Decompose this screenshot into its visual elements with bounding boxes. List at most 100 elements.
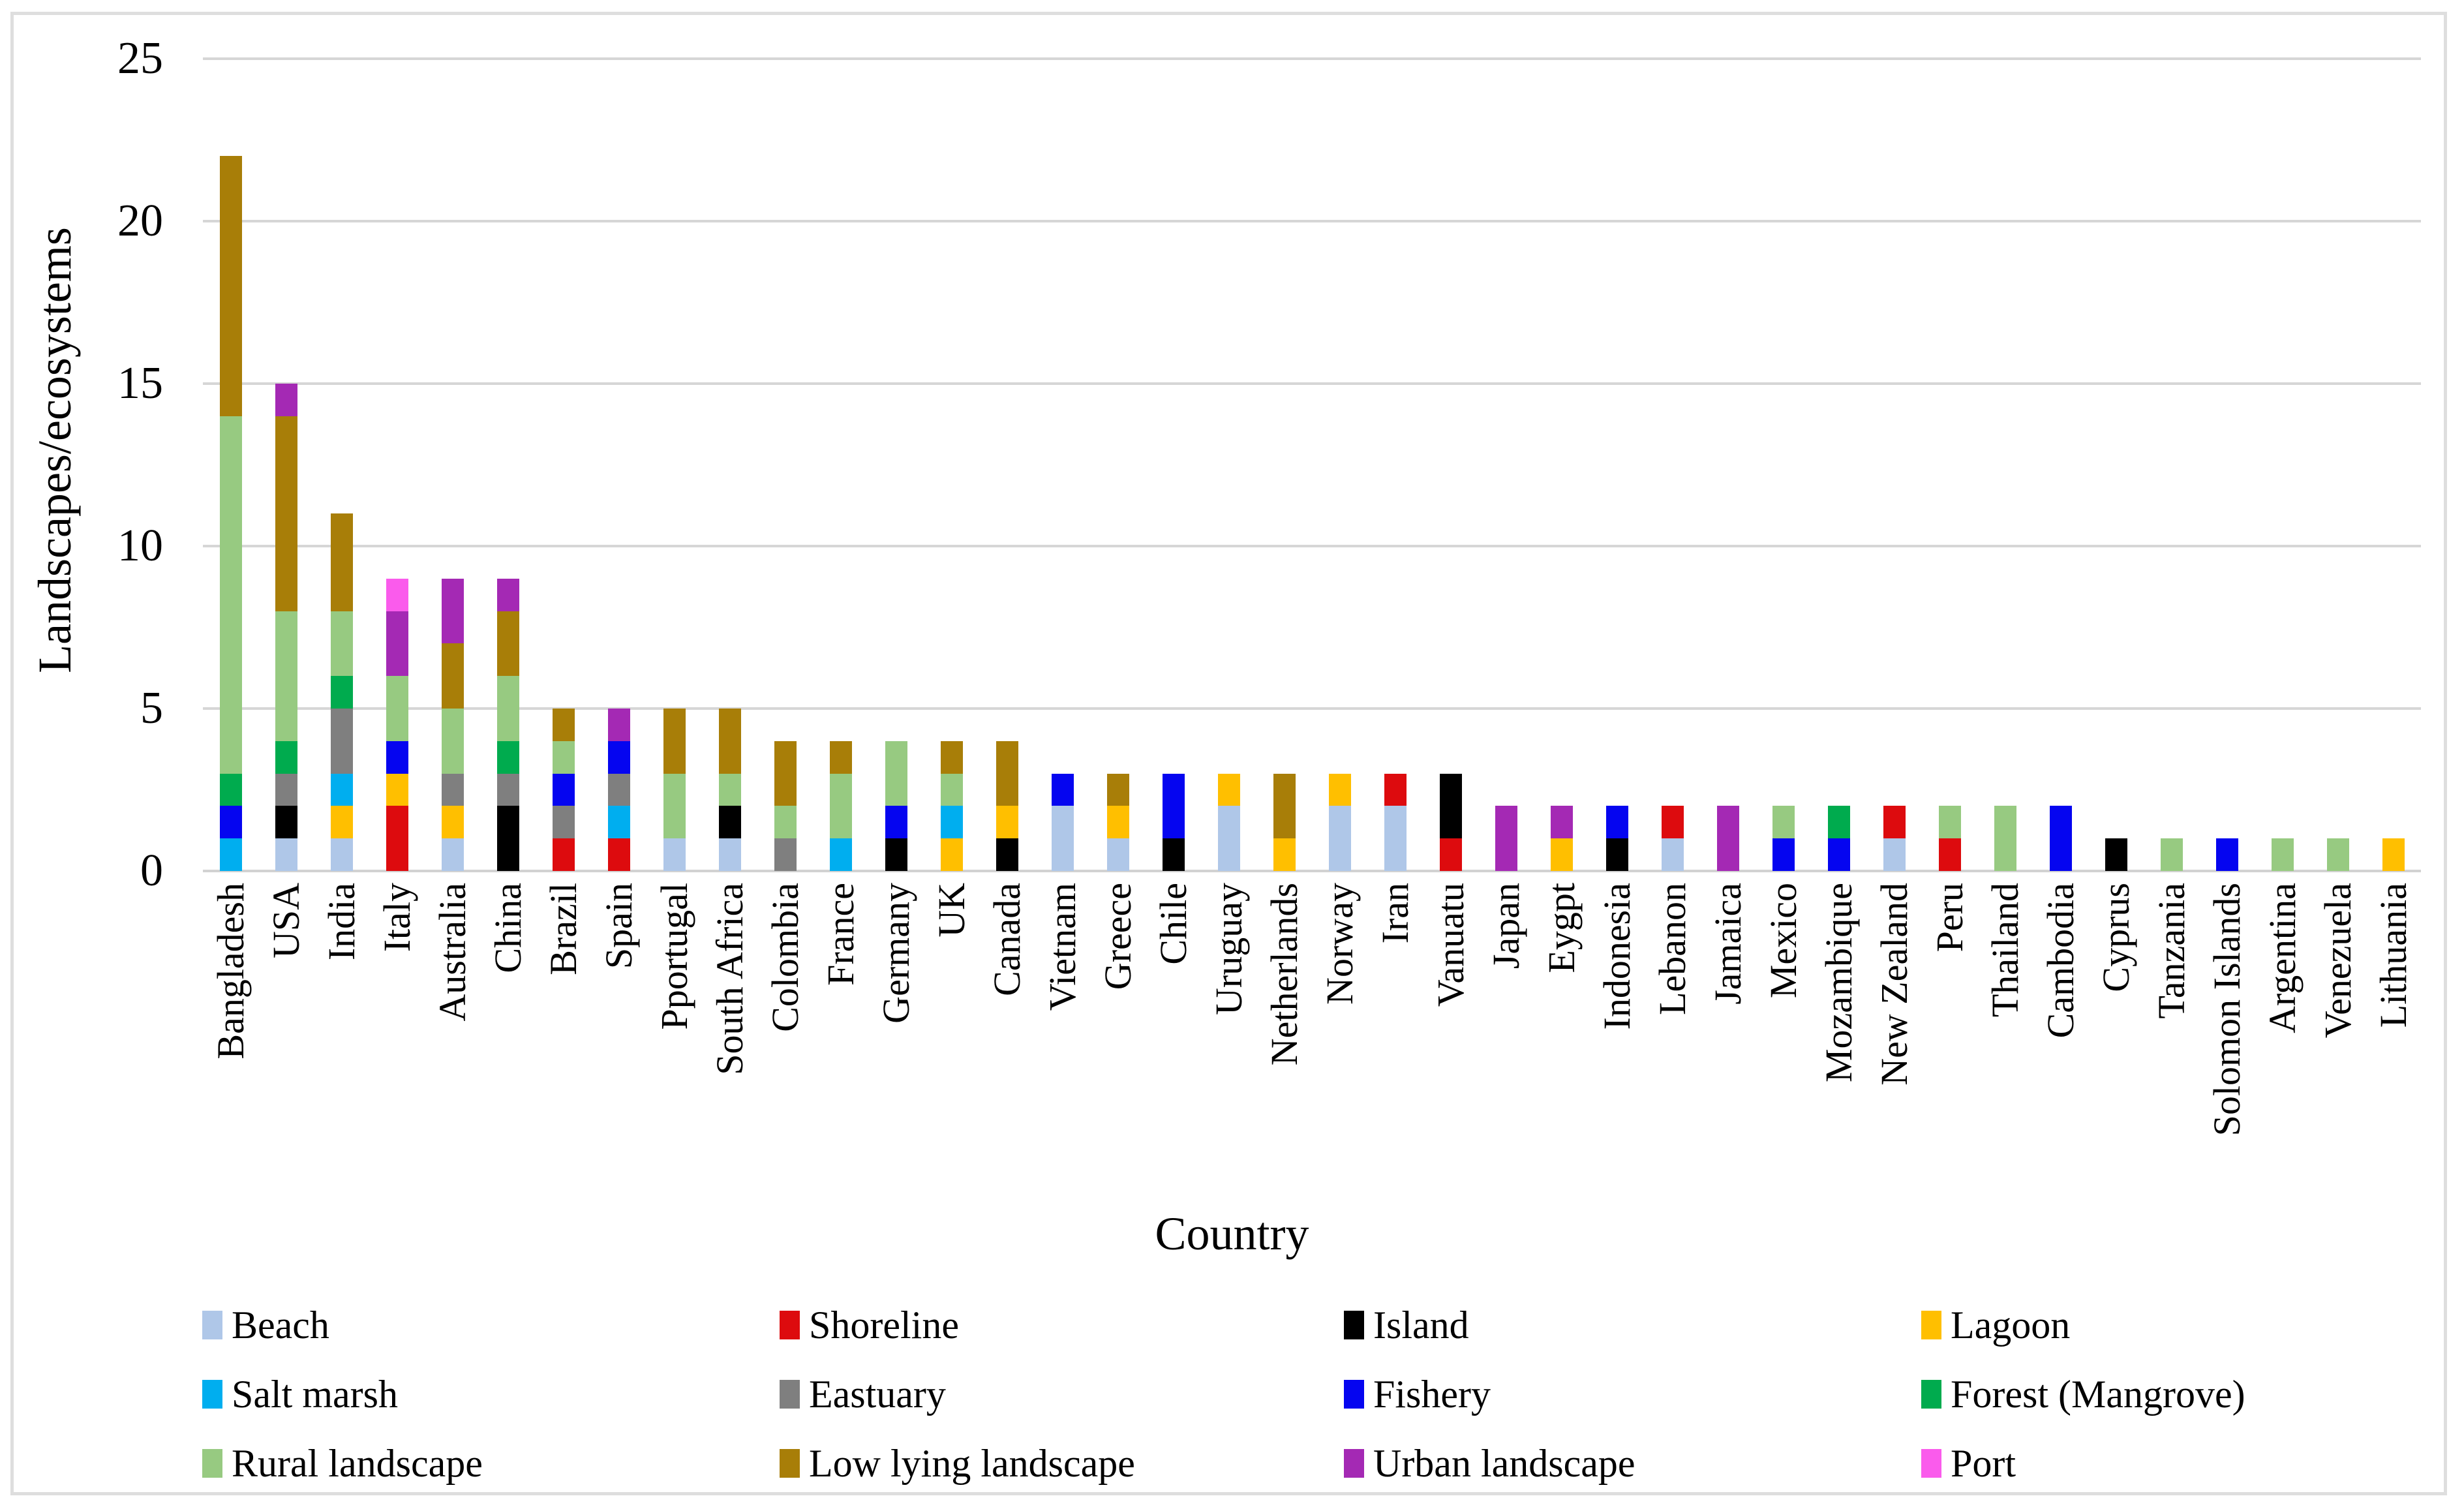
bar-jamaica: [1716, 806, 1739, 871]
bar-uruguay: [1217, 773, 1240, 871]
segment-urban: [386, 611, 408, 677]
x-label-tanzania: Tanzania: [2150, 883, 2193, 1019]
segment-island: [496, 806, 519, 871]
legend-label-forest: Forest (Mangrove): [1951, 1373, 2245, 1416]
x-label-south-africa: South Africa: [708, 883, 751, 1075]
legend-swatch-fishery: [1344, 1380, 1364, 1409]
segment-low_lying: [496, 611, 519, 677]
x-label-italy: Italy: [375, 883, 418, 953]
x-label-vanuatu: Vanuatu: [1429, 883, 1472, 1007]
segment-shoreline: [607, 838, 630, 871]
bar-france: [829, 740, 852, 871]
legend-swatch-forest: [1921, 1380, 1941, 1409]
segment-beach: [330, 838, 353, 871]
bar-tanzania: [2160, 838, 2183, 871]
x-label-lebanon: Lebanon: [1650, 883, 1694, 1015]
legend-label-shoreline: Shoreline: [809, 1304, 959, 1347]
segment-beach: [441, 838, 464, 871]
legend-label-island: Island: [1373, 1304, 1469, 1347]
segment-rural: [829, 773, 852, 839]
legend-label-estuary: Eastuary: [809, 1373, 946, 1416]
segment-fishery: [386, 740, 408, 774]
segment-rural: [1938, 806, 1961, 839]
segment-fishery: [219, 806, 242, 839]
x-label-france: France: [819, 883, 862, 986]
segment-fishery: [607, 740, 630, 774]
bar-india: [330, 513, 353, 871]
segment-low_lying: [330, 513, 353, 611]
segment-rural: [1772, 806, 1795, 839]
bar-venezuela: [2326, 838, 2349, 871]
segment-beach: [275, 838, 297, 871]
segment-rural: [552, 740, 575, 774]
x-label-lithuania: Lithuania: [2371, 883, 2414, 1028]
segment-estuary: [552, 806, 575, 839]
segment-shoreline: [1439, 838, 1462, 871]
segment-lagoon: [940, 838, 963, 871]
y-tick-label-5: 5: [140, 683, 163, 733]
legend-label-urban: Urban landscape: [1373, 1442, 1635, 1485]
segment-rural: [386, 676, 408, 741]
bar-greece: [1106, 773, 1129, 871]
bar-china: [496, 578, 519, 871]
legend-item-lagoon: Lagoon: [1921, 1302, 2070, 1349]
segment-rural: [774, 806, 797, 839]
legend-label-fishery: Fishery: [1373, 1373, 1491, 1416]
segment-urban: [1716, 806, 1739, 871]
segment-urban: [1495, 806, 1517, 871]
legend-swatch-shoreline: [780, 1311, 800, 1339]
segment-island: [718, 806, 741, 839]
segment-low_lying: [552, 709, 575, 741]
segment-lagoon: [330, 806, 353, 839]
x-label-norway: Norway: [1318, 883, 1361, 1005]
legend-swatch-salt_marsh: [202, 1380, 222, 1409]
segment-beach: [1661, 838, 1684, 871]
segment-lagoon: [996, 806, 1018, 839]
segment-forest: [1827, 806, 1850, 839]
bar-uk: [940, 740, 963, 871]
segment-low_lying: [663, 709, 686, 774]
bar-pportugal: [663, 709, 686, 871]
segment-rural: [275, 611, 297, 741]
segment-fishery: [1051, 773, 1074, 806]
legend-swatch-beach: [202, 1311, 222, 1339]
y-tick-label-10: 10: [117, 521, 163, 571]
segment-rural: [2326, 838, 2349, 871]
legend-swatch-port: [1921, 1449, 1941, 1478]
x-axis-line: [203, 870, 2421, 872]
x-label-pportugal: Pportugal: [652, 883, 695, 1030]
y-tick-label-25: 25: [117, 33, 163, 84]
segment-rural: [940, 773, 963, 806]
x-label-colombia: Colombia: [763, 883, 806, 1032]
segment-fishery: [1162, 773, 1185, 839]
legend-item-salt_marsh: Salt marsh: [202, 1371, 398, 1418]
segment-forest: [330, 676, 353, 709]
segment-urban: [496, 578, 519, 611]
x-axis-title: Country: [1155, 1208, 1309, 1260]
x-label-japan: Japan: [1484, 883, 1527, 969]
segment-salt_marsh: [219, 838, 242, 871]
x-label-argentina: Argentina: [2260, 883, 2304, 1033]
x-label-brazil: Brazil: [541, 883, 585, 975]
bar-cambodia: [2049, 806, 2072, 871]
segment-lagoon: [1328, 773, 1351, 806]
gridline-y-20: [203, 220, 2421, 222]
segment-rural: [718, 773, 741, 806]
segment-estuary: [330, 709, 353, 774]
segment-shoreline: [1938, 838, 1961, 871]
segment-island: [1605, 838, 1628, 871]
segment-rural: [219, 416, 242, 774]
legend-item-shoreline: Shoreline: [780, 1302, 959, 1349]
plot-area: [203, 57, 2421, 872]
segment-island: [1162, 838, 1185, 871]
segment-fishery: [1772, 838, 1795, 871]
bar-cyprus: [2105, 838, 2127, 871]
segment-low_lying: [829, 740, 852, 774]
legend-swatch-low_lying: [780, 1449, 800, 1478]
x-label-solomon-islands: Solomon Islands: [2205, 883, 2248, 1137]
legend-label-salt_marsh: Salt marsh: [232, 1373, 398, 1416]
segment-fishery: [552, 773, 575, 806]
segment-urban: [441, 578, 464, 644]
segment-salt_marsh: [330, 773, 353, 806]
